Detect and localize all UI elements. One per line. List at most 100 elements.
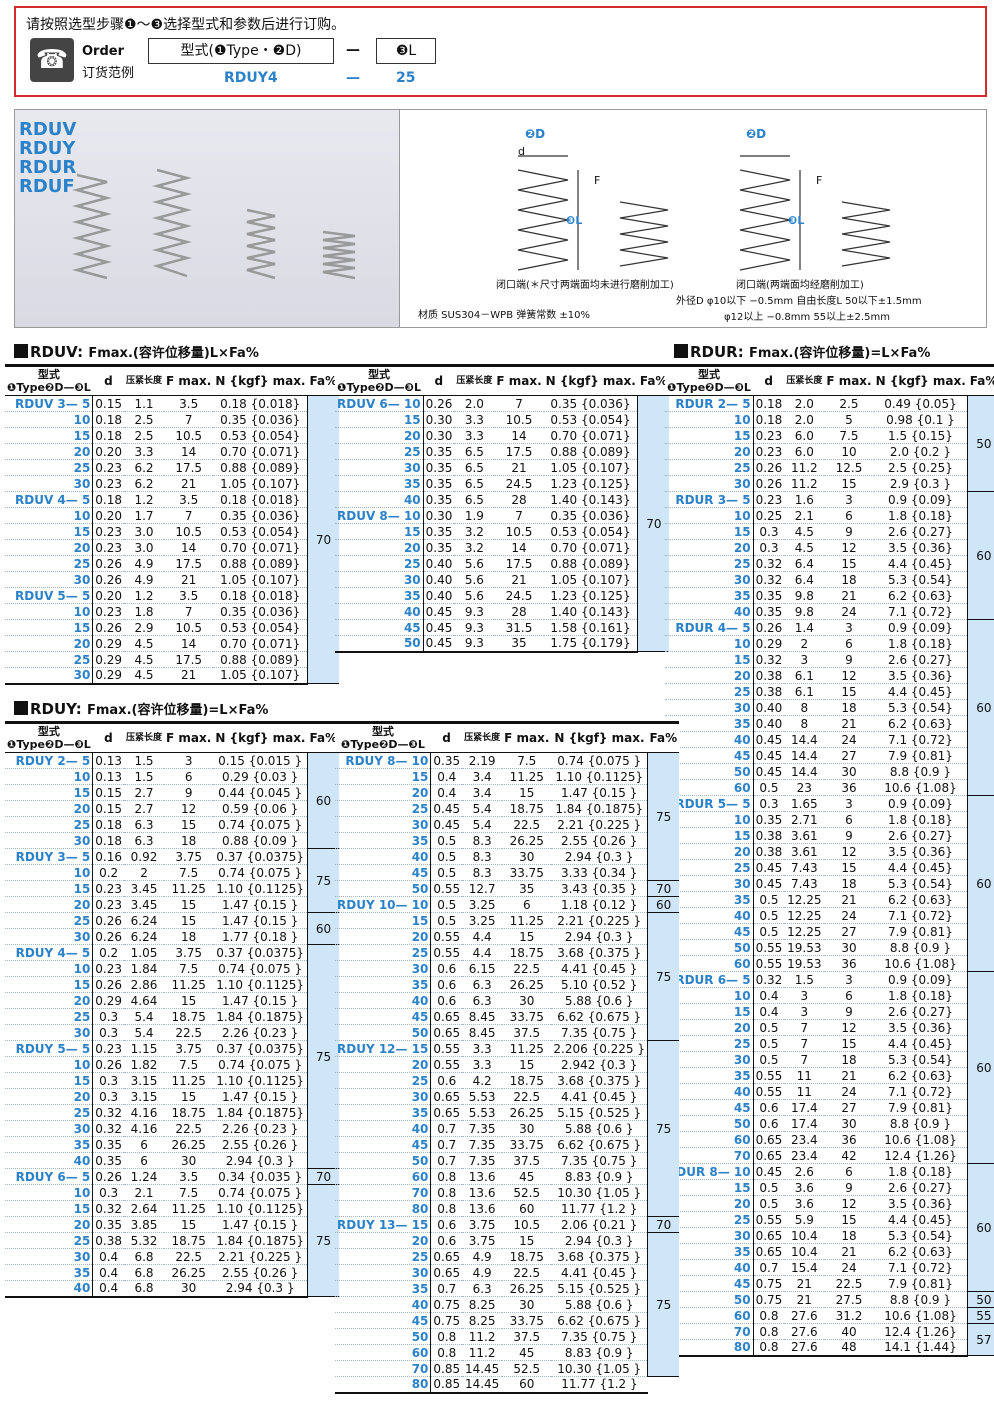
value-cell: 0.45 xyxy=(753,1163,785,1180)
value-cell: 1.47 {0.15 } xyxy=(213,1088,308,1105)
value-cell: 3.75 xyxy=(164,1040,214,1057)
value-cell: 27.6 xyxy=(784,1323,825,1340)
value-cell: 0.20 xyxy=(92,507,125,524)
value-cell: 0.35 xyxy=(423,539,455,556)
value-cell: 0.32 xyxy=(753,651,785,668)
table-row: 30 0.4 6.8 22.5 2.21 {0.225 } xyxy=(5,1248,339,1265)
fa-cell: 70 xyxy=(307,395,340,684)
product-name: RDUR xyxy=(19,157,77,178)
value-cell: 33.75 xyxy=(502,864,552,881)
col-n: N {kgf} max. xyxy=(213,364,308,396)
value-cell: 0.29 {0.03 } xyxy=(213,768,308,785)
model-cell: 45 xyxy=(335,1008,432,1025)
value-cell: 5.6 xyxy=(454,571,495,588)
value-cell: 6.24 xyxy=(124,912,165,929)
table-row: RDUV 4— 5 0.18 1.2 3.5 0.18 {0.018} xyxy=(5,491,339,508)
table-row: 20 0.3 4.5 12 3.5 {0.36} xyxy=(665,539,994,556)
value-cell: 0.3 xyxy=(753,539,785,556)
value-cell: 10 xyxy=(824,443,874,460)
value-cell: 4.2 xyxy=(462,1072,503,1089)
value-cell: 15 xyxy=(164,1216,214,1233)
value-cell: 13.6 xyxy=(462,1200,503,1217)
value-cell: 8.8 {0.9 } xyxy=(873,1115,968,1132)
model-cell: 25 xyxy=(335,800,432,817)
value-cell: 0.15 xyxy=(92,800,125,817)
col-type-label: 型式 xyxy=(371,725,394,738)
table-row: 15 0.26 2.9 10.5 0.53 {0.054} xyxy=(5,619,339,636)
value-cell: 10.5 xyxy=(164,619,214,636)
value-cell: 2.0 xyxy=(454,395,495,412)
value-cell: 0.18 xyxy=(92,491,125,508)
model-cell: 35 xyxy=(5,1136,94,1153)
value-cell: 0.35 xyxy=(423,475,455,492)
value-cell: 14.4 xyxy=(784,747,825,764)
material-note: 材质 SUS304－WPB 弹簧常数 ±10% xyxy=(418,310,591,321)
value-cell: 0.8 xyxy=(430,1344,463,1361)
model-cell: 25 xyxy=(5,1104,94,1121)
product-names: RDUV RDUY RDUR RDUF xyxy=(19,120,76,196)
value-cell: 4.5 xyxy=(784,539,825,556)
rduv-table-1: 型式 ❶Type❷D—❸L d 压紧长度 F max. N {kgf} max. Fa% RD… xyxy=(5,364,340,685)
rduy-title: RDUY: Fmax.(容许位移量)=L×Fa% xyxy=(14,699,268,718)
value-cell: 10.6 {1.08} xyxy=(873,1307,968,1324)
value-cell: 0.45 xyxy=(430,816,463,833)
value-cell: 1.5 xyxy=(124,768,165,785)
value-cell: 3 xyxy=(784,987,825,1004)
value-cell: 0.45 xyxy=(430,800,463,817)
value-cell: 0.74 {0.075 } xyxy=(213,960,308,977)
value-cell: 9 xyxy=(824,523,874,540)
value-cell: 1.2 xyxy=(124,587,165,604)
value-cell: 10.5 xyxy=(494,523,544,540)
value-cell: 0.23 xyxy=(753,491,785,508)
table-row: 25 0.26 6.24 15 1.47 {0.15 } 60 xyxy=(5,912,340,945)
col-f: F max. xyxy=(824,364,874,396)
value-cell: 6.62 {0.675 } xyxy=(551,1136,648,1153)
value-cell: 0.35 xyxy=(423,443,455,460)
col-f: F max. xyxy=(502,721,552,753)
table-row: 25 0.65 4.9 18.75 3.68 {0.375 } xyxy=(335,1248,679,1265)
value-cell: 4.41 {0.45 } xyxy=(551,960,648,977)
value-cell: 22.5 xyxy=(502,1264,552,1281)
fa-cell: 60 xyxy=(647,896,680,913)
model-cell: 50 xyxy=(335,635,424,653)
table-row: RDUV 3— 5 0.15 1.1 3.5 0.18 {0.018} 70 xyxy=(5,395,340,684)
table-row: 50 0.6 17.4 30 8.8 {0.9 } xyxy=(665,1115,994,1132)
table-row: 25 0.45 7.43 15 4.4 {0.45} xyxy=(665,859,994,876)
rduy-table-1: 型式 ❶Type❷D—❸L d 压紧长度 F max. N {kgf} max. Fa% RD… xyxy=(5,721,340,1298)
model-cell: 35 xyxy=(335,1104,432,1121)
value-cell: 1.40 {0.143} xyxy=(543,603,638,620)
value-cell: 0.18 xyxy=(92,411,125,428)
value-cell: 6.2 {0.63} xyxy=(873,587,968,604)
value-cell: 26.25 xyxy=(164,1264,214,1281)
value-cell: 14 xyxy=(164,539,214,556)
value-cell: 19.53 xyxy=(784,939,825,956)
table-row: 10 0.3 2.1 7.5 0.74 {0.075 } 75 xyxy=(5,1184,340,1297)
value-cell: 60 xyxy=(502,1376,552,1394)
col-d: d xyxy=(753,364,785,396)
model-cell: 45 xyxy=(665,1099,754,1116)
value-cell: 33.75 xyxy=(502,1312,552,1329)
value-cell: 0.59 {0.06 } xyxy=(213,800,308,817)
table-row: 35 0.65 5.53 26.25 5.15 {0.525 } xyxy=(335,1104,679,1121)
value-cell: 0.29 xyxy=(92,992,125,1009)
table-row: 15 0.35 3.2 10.5 0.53 {0.054} xyxy=(335,523,669,540)
col-comp: 压紧长度 xyxy=(124,364,165,396)
model-cell: 20 xyxy=(5,635,94,652)
value-cell: 4.4 xyxy=(462,928,503,945)
value-cell: 5.88 {0.6 } xyxy=(551,1296,648,1313)
value-cell: 0.5 xyxy=(753,923,785,940)
value-cell: 0.4 xyxy=(92,1248,125,1265)
value-cell: 0.45 xyxy=(753,731,785,748)
table-row: 30 0.32 4.16 22.5 2.26 {0.23 } xyxy=(5,1120,339,1137)
table-row: 25 0.3 5.4 18.75 1.84 {0.1875} xyxy=(5,1008,339,1025)
value-cell: 12 xyxy=(824,1019,874,1036)
col-f: F max. xyxy=(164,364,214,396)
value-cell: 8.45 xyxy=(462,1024,503,1041)
f-label: F xyxy=(594,174,601,187)
model-cell: 20 xyxy=(5,1088,94,1105)
value-cell: 8.3 xyxy=(462,848,503,865)
model-cell: 60 xyxy=(665,1307,754,1324)
table-row: 10 0.23 1.8 7 0.35 {0.036} xyxy=(5,603,339,620)
value-cell: 30 xyxy=(502,848,552,865)
table-row: 10 0.26 1.82 7.5 0.74 {0.075 } xyxy=(5,1056,339,1073)
